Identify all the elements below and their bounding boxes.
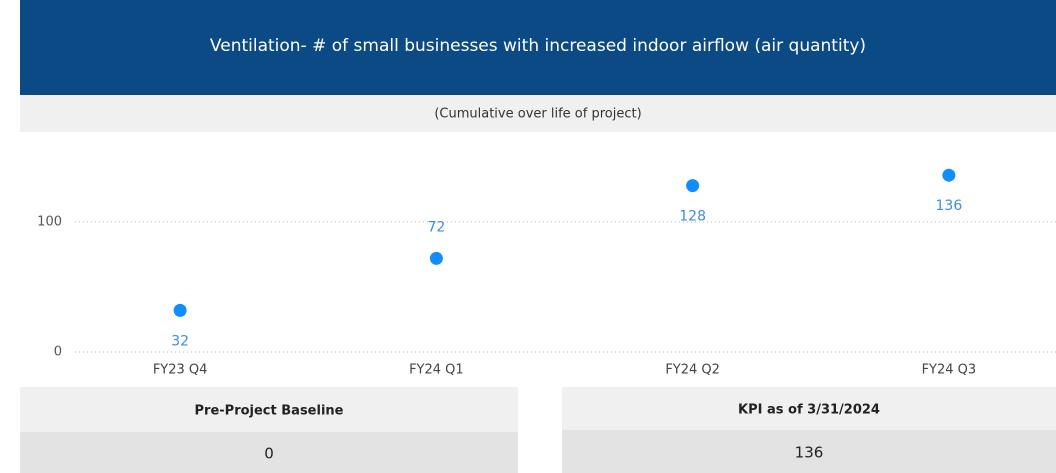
card-title: KPI as of 3/31/2024 (738, 403, 880, 418)
x-tick-label: FY24 Q2 (665, 363, 720, 378)
card-title: Pre-Project Baseline (195, 404, 344, 419)
data-label: 32 (171, 333, 189, 349)
card-header (562, 387, 1056, 430)
chart-title: Ventilation- # of small businesses with … (210, 36, 866, 56)
y-tick-label: 0 (54, 345, 62, 360)
subtitle-bar (20, 95, 1056, 132)
data-point (686, 179, 700, 193)
data-label: 136 (936, 198, 963, 214)
card-value: 0 (264, 445, 274, 463)
data-point (942, 168, 956, 182)
card-header (20, 387, 518, 432)
card-value: 136 (795, 444, 824, 462)
x-tick-label: FY24 Q3 (922, 363, 977, 378)
y-tick-label: 100 (37, 215, 62, 230)
data-point (429, 251, 443, 265)
data-point (173, 303, 187, 317)
header-bar (20, 0, 1056, 95)
data-label: 72 (427, 219, 445, 235)
chart-subtitle: (Cumulative over life of project) (434, 107, 641, 122)
card-value-bg (20, 432, 518, 473)
card-value-bg (562, 430, 1056, 473)
x-tick-label: FY24 Q1 (409, 363, 464, 378)
x-tick-label: FY23 Q4 (153, 363, 208, 378)
data-label: 128 (679, 209, 706, 225)
